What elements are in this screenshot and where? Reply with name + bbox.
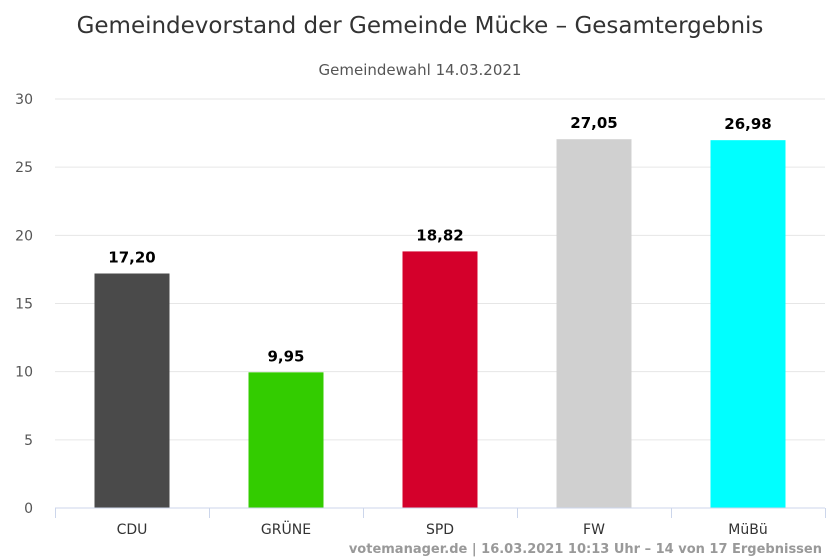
x-tick-label: CDU [117,522,148,538]
bar-fw[interactable] [556,139,632,509]
bar-spd[interactable] [402,251,478,509]
y-tick-label: 0 [24,501,33,517]
y-tick-label: 25 [15,160,33,176]
bar-grüne[interactable] [248,372,324,508]
y-tick-label: 30 [15,92,33,108]
bar-series [94,139,786,509]
data-label: 9,95 [267,347,304,365]
x-tick-label: MüBü [728,522,767,538]
y-tick-label: 20 [15,228,33,244]
x-tick-label: GRÜNE [261,520,311,538]
data-label: 26,98 [724,115,771,133]
data-label: 27,05 [570,114,617,132]
credits-text[interactable]: votemanager.de | 16.03.2021 10:13 Uhr – … [349,542,822,557]
x-tick-label: SPD [426,522,454,538]
data-label: 17,20 [108,249,155,267]
x-axis-ticks: CDU GRÜNE SPD FW MüBü [55,508,826,538]
y-tick-label: 15 [15,297,33,313]
y-tick-label: 5 [24,433,33,449]
bar-cdu[interactable] [94,273,170,508]
x-tick-label: FW [583,522,605,538]
bar-mübü[interactable] [710,140,786,508]
y-axis-ticks: 0 5 10 15 20 25 30 [15,92,33,517]
y-tick-label: 10 [15,365,33,381]
chart-subtitle: Gemeindewahl 14.03.2021 [319,61,522,79]
data-label: 18,82 [416,226,463,244]
data-labels: 17,20 9,95 18,82 27,05 26,98 [108,114,771,365]
chart-title: Gemeindevorstand der Gemeinde Mücke – Ge… [77,13,764,39]
